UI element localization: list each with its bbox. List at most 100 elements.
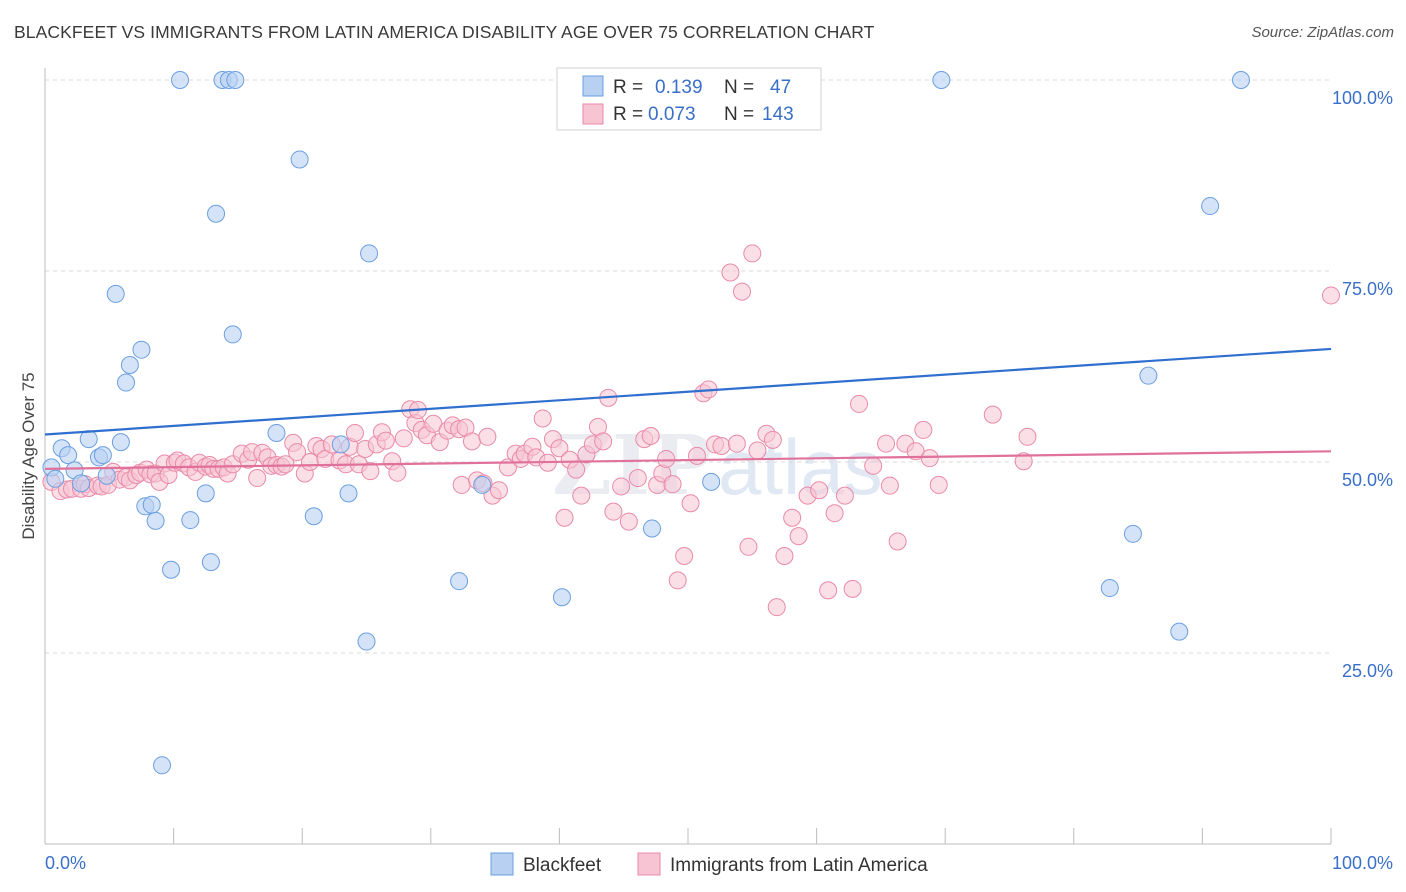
blackfeet-point <box>331 435 350 454</box>
series-immigrants-points <box>42 244 1340 617</box>
legend-swatch-immigrants <box>582 103 604 125</box>
immigrants-point <box>727 434 746 453</box>
immigrants-point <box>657 449 676 468</box>
immigrants-point <box>288 443 307 462</box>
immigrants-point <box>489 481 508 500</box>
blackfeet-point <box>146 511 165 530</box>
blackfeet-trend-line <box>44 347 1332 436</box>
legend-r-label-2: R = <box>613 104 643 125</box>
blackfeet-point <box>153 756 172 775</box>
immigrants-point <box>920 449 939 468</box>
blackfeet-point <box>196 484 215 503</box>
immigrants-point <box>300 453 319 471</box>
trend-lines <box>44 347 1332 470</box>
immigrants-point <box>567 460 586 479</box>
blackfeet-point <box>1201 197 1220 216</box>
correlation-legend: R = 0.139 N = 47 R = 0.073 N = 143 <box>556 67 822 131</box>
immigrants-point <box>533 409 552 428</box>
immigrants-trend-line <box>44 450 1332 470</box>
blackfeet-point <box>132 340 151 359</box>
chart-title: BLACKFEET VS IMMIGRANTS FROM LATIN AMERI… <box>14 22 875 42</box>
immigrants-point <box>555 508 574 527</box>
immigrants-point <box>1018 427 1037 446</box>
blackfeet-point <box>59 446 78 465</box>
immigrants-point <box>376 431 395 450</box>
blackfeet-point <box>97 466 116 485</box>
immigrants-point <box>825 504 844 523</box>
blackfeet-point <box>1100 579 1119 598</box>
immigrants-point <box>864 456 883 475</box>
blackfeet-point <box>290 150 309 169</box>
immigrants-point <box>394 429 413 448</box>
gridlines <box>45 79 1331 654</box>
immigrants-point <box>248 469 267 488</box>
immigrants-point <box>721 263 740 282</box>
immigrants-point <box>1014 452 1033 471</box>
immigrants-point <box>462 432 481 451</box>
x-tick-label-min: 0.0% <box>45 853 86 873</box>
immigrants-point <box>983 405 1002 424</box>
blackfeet-point <box>1139 366 1158 385</box>
blackfeet-point <box>1231 71 1250 89</box>
immigrants-point <box>619 512 638 531</box>
blackfeet-point <box>162 560 181 579</box>
blackfeet-point <box>93 446 112 465</box>
immigrants-point <box>888 532 907 551</box>
immigrants-point <box>604 502 623 521</box>
blackfeet-point <box>171 71 190 89</box>
immigrants-point <box>478 427 497 446</box>
x-axis-ticks <box>44 828 1332 844</box>
bottom-legend-swatch-immigrants <box>637 852 661 876</box>
immigrants-point <box>748 441 767 460</box>
blackfeet-point <box>142 495 161 514</box>
blackfeet-point <box>117 373 136 392</box>
blackfeet-point <box>226 71 245 89</box>
immigrants-point <box>550 439 569 458</box>
bottom-legend-label-blackfeet: Blackfeet <box>523 855 602 876</box>
legend-n-label-1: N = <box>724 77 754 98</box>
immigrants-point <box>843 579 862 598</box>
blackfeet-point <box>339 484 358 503</box>
y-axis-label: Disability Age Over 75 <box>19 372 38 539</box>
immigrants-point <box>789 527 808 546</box>
legend-r-value-2: 0.073 <box>648 104 696 125</box>
immigrants-point <box>361 462 380 481</box>
immigrants-point <box>681 494 700 513</box>
blackfeet-point <box>552 588 571 607</box>
y-tick-labels: 25.0% 50.0% 75.0% 100.0% <box>1332 88 1393 681</box>
legend-swatch-blackfeet <box>582 75 604 97</box>
blackfeet-point <box>223 325 242 344</box>
immigrants-point <box>594 432 613 451</box>
y-tick-label: 25.0% <box>1342 661 1393 681</box>
legend-n-label-2: N = <box>724 104 754 125</box>
blackfeet-point <box>111 433 130 452</box>
blackfeet-point <box>450 572 469 591</box>
immigrants-point <box>572 486 591 505</box>
immigrants-point <box>641 427 660 446</box>
immigrants-point <box>712 436 731 455</box>
immigrants-point <box>810 481 829 500</box>
blackfeet-point <box>201 553 220 572</box>
bottom-legend-label-immigrants: Immigrants from Latin America <box>670 855 928 876</box>
immigrants-point <box>739 537 758 556</box>
y-tick-label: 50.0% <box>1342 470 1393 490</box>
blackfeet-point <box>304 507 323 526</box>
immigrants-point <box>835 486 854 505</box>
immigrants-point <box>880 476 899 495</box>
series-legend: Blackfeet Immigrants from Latin America <box>490 852 928 876</box>
blackfeet-point <box>79 430 98 449</box>
blackfeet-point <box>702 472 721 491</box>
immigrants-point <box>767 598 786 617</box>
y-tick-label: 100.0% <box>1332 88 1393 108</box>
blackfeet-point <box>1123 524 1142 543</box>
immigrants-point <box>612 477 631 496</box>
blackfeet-point <box>642 519 661 538</box>
y-tick-label: 75.0% <box>1342 279 1393 299</box>
blackfeet-point <box>1170 622 1189 641</box>
immigrants-point <box>743 244 762 263</box>
immigrants-point <box>733 282 752 301</box>
blackfeet-point <box>181 511 200 530</box>
blackfeet-point <box>267 423 286 442</box>
blackfeet-point <box>46 469 65 488</box>
